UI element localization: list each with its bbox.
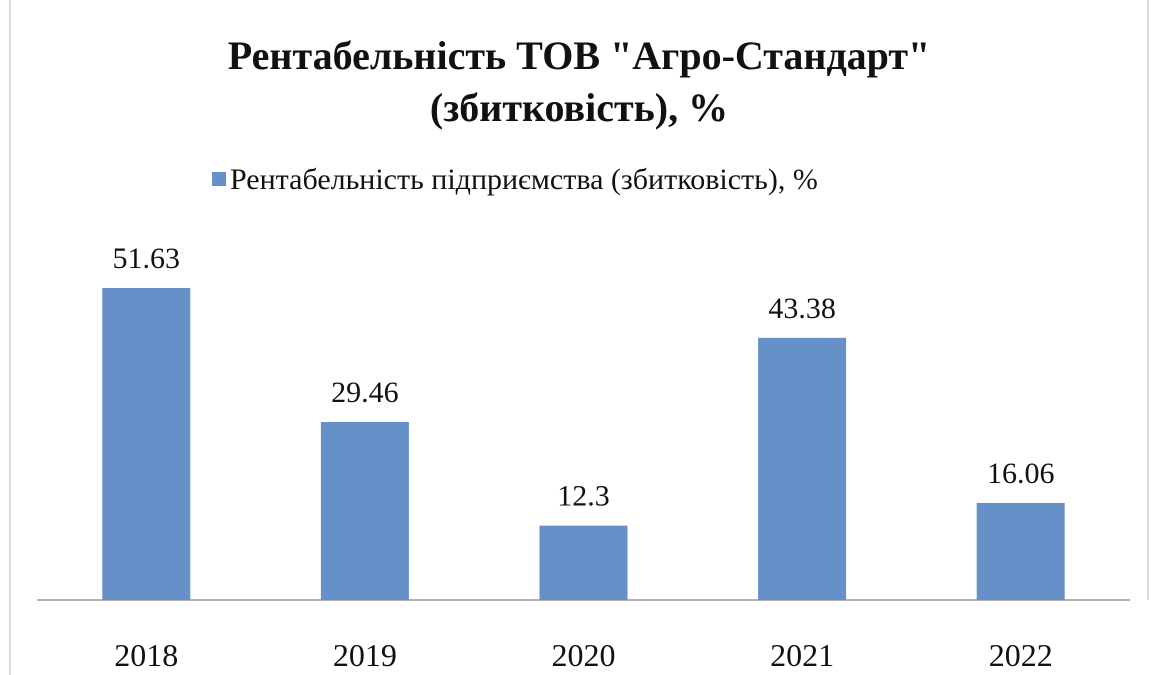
bar [977, 503, 1065, 600]
bar [321, 422, 409, 600]
bar [758, 338, 846, 600]
page: Рентабельність підприємства (збитковість… [0, 0, 1158, 675]
x-tick-label: 2022 [989, 637, 1053, 673]
legend-label: Рентабельність підприємства (збитковість… [230, 163, 818, 196]
chart-title: Рентабельність ТОВ "Агро-Стандарт" (збит… [179, 30, 979, 134]
data-label: 16.06 [987, 457, 1055, 490]
x-tick-label: 2020 [552, 637, 616, 673]
data-label: 29.46 [331, 376, 399, 409]
bar [102, 288, 190, 600]
x-tick-label: 2018 [114, 637, 178, 673]
data-label: 43.38 [768, 292, 836, 325]
data-label: 51.63 [113, 242, 181, 275]
bar [540, 526, 628, 600]
x-tick-label: 2019 [333, 637, 397, 673]
data-label: 12.3 [557, 480, 610, 513]
legend-swatch [212, 172, 226, 186]
x-tick-label: 2021 [770, 637, 834, 673]
